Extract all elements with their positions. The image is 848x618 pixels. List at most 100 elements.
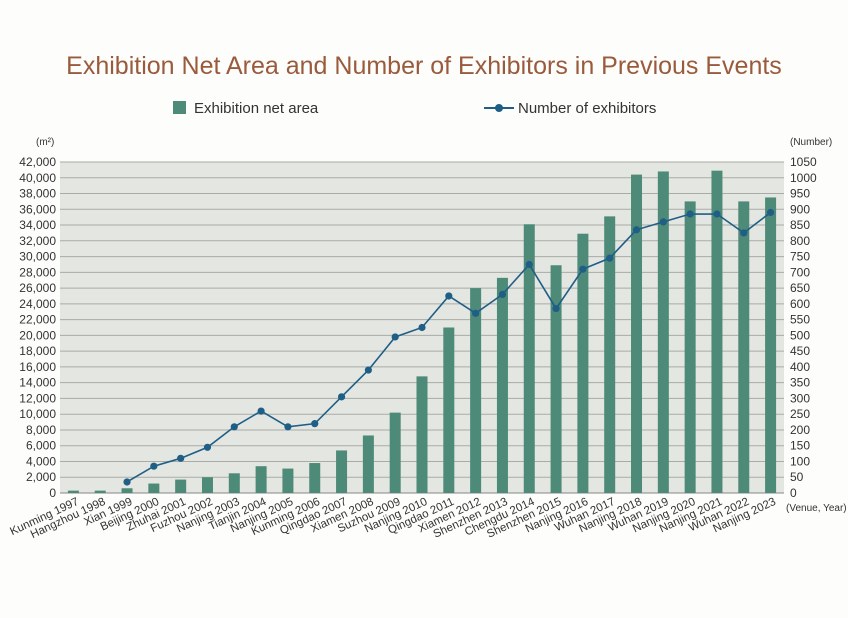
bar bbox=[496, 277, 508, 493]
left-tick-label: 12,000 bbox=[19, 391, 56, 405]
line-series bbox=[123, 208, 775, 486]
right-tick-label: 300 bbox=[790, 391, 810, 405]
legend-bar-swatch bbox=[173, 101, 186, 114]
left-tick-label: 18,000 bbox=[19, 344, 56, 358]
bar bbox=[604, 216, 616, 493]
line-point bbox=[632, 226, 641, 234]
left-tick-label: 30,000 bbox=[19, 250, 56, 264]
bar bbox=[228, 473, 240, 493]
right-tick-label: 200 bbox=[790, 423, 810, 437]
right-axis-ticks: 0501001502002503003504004505005506006507… bbox=[790, 155, 817, 500]
right-tick-label: 600 bbox=[790, 297, 810, 311]
line-point bbox=[472, 309, 480, 317]
right-tick-label: 450 bbox=[790, 344, 810, 358]
bar bbox=[67, 490, 79, 493]
x-axis-unit: (Venue, Year) bbox=[786, 503, 847, 514]
line-point bbox=[525, 260, 533, 269]
left-tick-label: 8,000 bbox=[26, 423, 56, 437]
bar bbox=[121, 488, 133, 493]
line-point bbox=[445, 292, 453, 300]
line-point bbox=[740, 229, 748, 237]
right-axis-unit: (Number) bbox=[790, 137, 832, 148]
line-point bbox=[552, 304, 560, 313]
bar bbox=[94, 490, 106, 493]
left-tick-label: 42,000 bbox=[19, 155, 56, 169]
line-point bbox=[311, 420, 319, 428]
right-tick-label: 50 bbox=[790, 470, 804, 484]
right-tick-label: 250 bbox=[790, 407, 810, 421]
bar bbox=[336, 450, 348, 493]
bar bbox=[148, 483, 160, 493]
left-tick-label: 36,000 bbox=[19, 202, 56, 216]
legend: Exhibition net area Number of exhibitors bbox=[173, 100, 656, 117]
bar bbox=[765, 197, 777, 493]
left-tick-label: 34,000 bbox=[19, 218, 56, 232]
right-tick-label: 650 bbox=[790, 281, 810, 295]
right-tick-label: 150 bbox=[790, 439, 810, 453]
right-tick-label: 500 bbox=[790, 328, 810, 342]
right-tick-label: 750 bbox=[790, 250, 810, 264]
right-tick-label: 950 bbox=[790, 187, 810, 201]
line-point bbox=[284, 423, 292, 431]
left-tick-label: 0 bbox=[49, 486, 56, 500]
bar bbox=[711, 170, 723, 493]
left-tick-label: 6,000 bbox=[26, 439, 56, 453]
line-point bbox=[686, 210, 694, 218]
legend-line-label: Number of exhibitors bbox=[518, 100, 656, 117]
line-point bbox=[606, 254, 614, 262]
bar bbox=[282, 468, 294, 493]
left-tick-label: 4,000 bbox=[26, 454, 56, 468]
chart-title: Exhibition Net Area and Number of Exhibi… bbox=[66, 52, 782, 80]
line-point bbox=[579, 265, 587, 273]
right-tick-label: 350 bbox=[790, 376, 810, 390]
line-point bbox=[364, 366, 372, 374]
line-point bbox=[230, 423, 238, 431]
bar bbox=[657, 171, 669, 493]
bar bbox=[255, 466, 267, 493]
line-point bbox=[713, 210, 721, 218]
right-tick-label: 900 bbox=[790, 202, 810, 216]
bar bbox=[443, 327, 455, 493]
bar bbox=[175, 479, 187, 493]
line-point bbox=[391, 333, 399, 341]
line-point bbox=[418, 323, 426, 332]
line-point bbox=[337, 393, 346, 401]
line-point bbox=[177, 454, 185, 462]
line-point bbox=[123, 478, 131, 486]
bar bbox=[577, 233, 589, 493]
bar bbox=[631, 174, 643, 493]
bar bbox=[389, 412, 401, 493]
bar bbox=[550, 265, 562, 493]
bar bbox=[684, 201, 696, 493]
bar bbox=[416, 376, 428, 493]
left-tick-label: 16,000 bbox=[19, 360, 56, 374]
line-point bbox=[203, 443, 212, 451]
right-tick-label: 1000 bbox=[790, 171, 817, 185]
left-tick-label: 22,000 bbox=[19, 313, 56, 327]
line-point bbox=[257, 407, 265, 415]
bar bbox=[470, 288, 482, 493]
left-tick-label: 2,000 bbox=[26, 470, 56, 484]
right-tick-label: 700 bbox=[790, 265, 810, 279]
right-tick-label: 850 bbox=[790, 218, 810, 232]
legend-line-marker bbox=[495, 104, 503, 112]
right-tick-label: 100 bbox=[790, 454, 810, 468]
left-tick-label: 20,000 bbox=[19, 328, 56, 342]
line-point bbox=[659, 218, 667, 226]
right-tick-label: 800 bbox=[790, 234, 810, 248]
left-axis-unit: (m²) bbox=[36, 137, 54, 148]
left-tick-label: 26,000 bbox=[19, 281, 56, 295]
legend-bar-label: Exhibition net area bbox=[194, 100, 319, 117]
right-tick-label: 550 bbox=[790, 313, 810, 327]
left-tick-label: 28,000 bbox=[19, 265, 56, 279]
right-tick-label: 0 bbox=[790, 486, 797, 500]
line-point bbox=[498, 290, 507, 298]
left-tick-label: 38,000 bbox=[19, 187, 56, 201]
bar bbox=[738, 201, 750, 493]
bar bbox=[362, 435, 374, 493]
left-tick-label: 40,000 bbox=[19, 171, 56, 185]
left-tick-label: 32,000 bbox=[19, 234, 56, 248]
